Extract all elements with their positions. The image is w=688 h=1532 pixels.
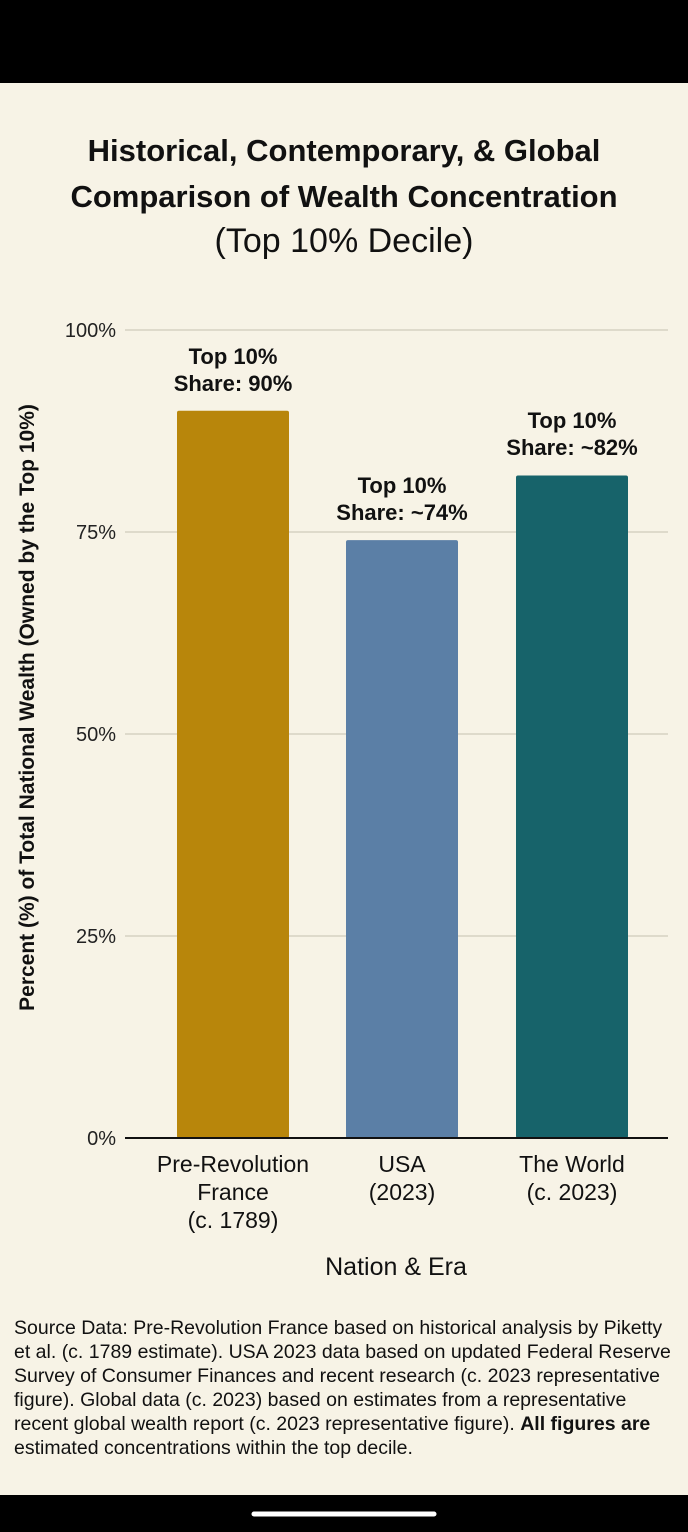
- y-tick-label: 25%: [76, 926, 116, 948]
- y-tick-label: 75%: [76, 522, 116, 544]
- y-tick-label: 100%: [65, 320, 116, 342]
- footnote-text: estimated concentrations within the top …: [14, 1437, 413, 1459]
- value-label: Top 10% Share: 90%: [173, 343, 293, 396]
- x-tick-label: The World (c. 2023): [519, 1151, 625, 1205]
- y-tick-label: 0%: [87, 1128, 116, 1150]
- chart-subtitle: (Top 10% Decile): [214, 222, 474, 260]
- status-bar: [0, 0, 688, 83]
- value-label: Top 10% Share: ~74%: [336, 473, 468, 526]
- bar: [177, 410, 289, 1138]
- x-tick-label: Pre-Revolution France (c. 1789): [156, 1151, 310, 1233]
- bar: [516, 475, 628, 1138]
- y-axis-label: Percent (%) of Total National Wealth (Ow…: [16, 404, 39, 1011]
- y-tick-label: 50%: [76, 724, 116, 746]
- footnote-text: Source Data: Pre-Revolution France based…: [14, 1317, 671, 1435]
- bar: [346, 540, 458, 1138]
- chart-title: Historical, Contemporary, & Global Compa…: [70, 133, 618, 214]
- footnote: Source Data: Pre-Revolution France based…: [14, 1316, 678, 1460]
- x-tick-label: USA (2023): [368, 1151, 436, 1205]
- footnote-emphasis: All figures are: [520, 1413, 651, 1435]
- value-label: Top 10% Share: ~82%: [506, 408, 638, 461]
- x-axis-label: Nation & Era: [325, 1253, 467, 1281]
